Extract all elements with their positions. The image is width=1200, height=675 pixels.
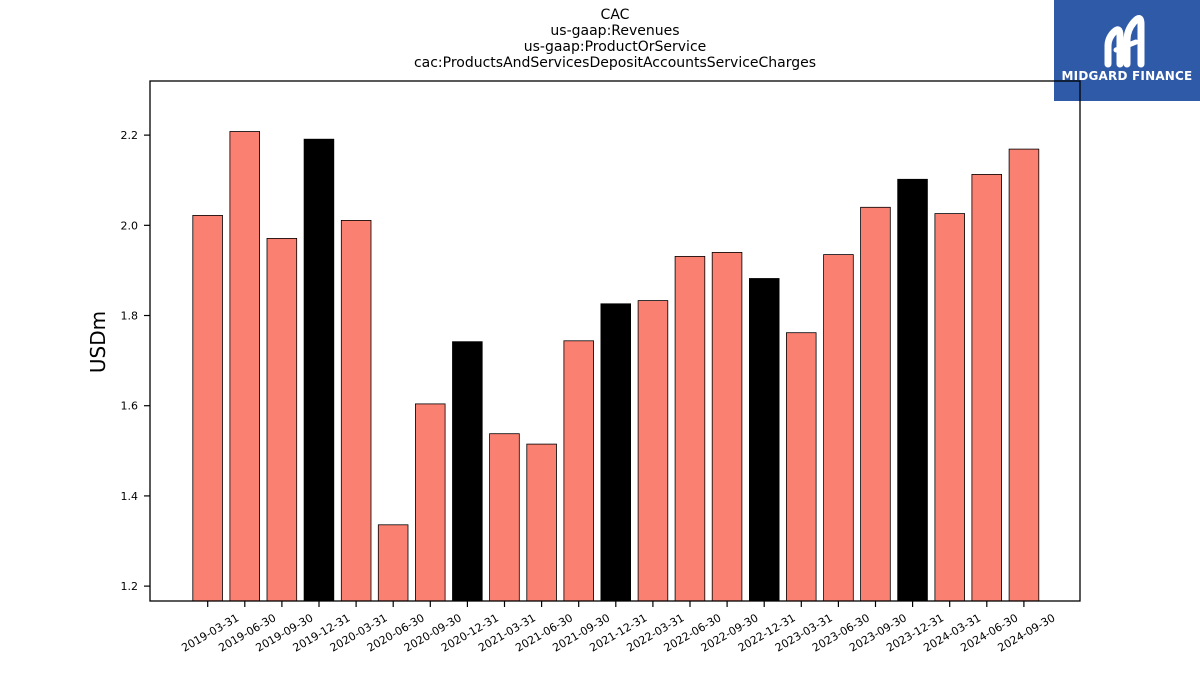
midgard-logo-icon	[1104, 15, 1145, 68]
bar-2022-06-30	[674, 255, 706, 602]
midgard-finance-logo: MIDGARD FINANCE	[1054, 0, 1200, 101]
y-tick-label: 2.2	[121, 129, 139, 142]
y-tick-label: 1.2	[121, 580, 139, 593]
plot-frame	[149, 80, 1081, 602]
bar-2021-12-31	[600, 303, 632, 602]
bar-2019-06-30	[229, 131, 260, 602]
title-line-3: us-gaap:ProductOrService	[523, 39, 707, 55]
bar-2023-12-31	[897, 178, 928, 602]
y-axis: 1.2 1.4 1.6 1.8 2.0 2.2	[121, 129, 150, 593]
bar-2021-03-31	[489, 433, 520, 602]
title-line-4: cac:ProductsAndServicesDepositAccountsSe…	[413, 55, 817, 71]
bar-2023-03-31	[786, 332, 817, 602]
y-axis-label: USDm	[86, 311, 110, 373]
bar-2021-09-30	[563, 340, 595, 602]
y-tick-label: 1.8	[121, 310, 139, 323]
bar-2020-12-31	[452, 341, 483, 602]
y-tick-label: 2.0	[121, 219, 139, 232]
title-line-2: us-gaap:Revenues	[550, 23, 680, 39]
bar-2024-03-31	[934, 213, 966, 602]
bar-2022-03-31	[637, 300, 669, 602]
bar-2024-06-30	[971, 173, 1003, 602]
bars-group	[192, 131, 1040, 602]
x-axis: 2019-03-312019-06-302019-09-302019-12-31…	[179, 601, 1057, 655]
bar-2024-09-30	[1008, 148, 1040, 602]
bar-2023-09-30	[860, 206, 891, 602]
bar-2020-03-31	[340, 219, 372, 602]
y-tick-label: 1.6	[121, 400, 139, 413]
bar-2023-06-30	[823, 254, 854, 602]
bar-2019-09-30	[266, 237, 298, 602]
bar-2019-12-31	[303, 138, 335, 602]
logo-text: MIDGARD FINANCE	[1061, 69, 1193, 83]
bar-2022-12-31	[749, 278, 780, 602]
bar-2021-06-30	[526, 443, 557, 602]
bar-2020-09-30	[414, 403, 446, 602]
y-tick-label: 1.4	[121, 490, 139, 503]
title-line-1: CAC	[600, 7, 630, 23]
bar-2020-06-30	[377, 524, 409, 602]
bar-2022-09-30	[711, 251, 743, 602]
bar-2019-03-31	[192, 214, 223, 602]
